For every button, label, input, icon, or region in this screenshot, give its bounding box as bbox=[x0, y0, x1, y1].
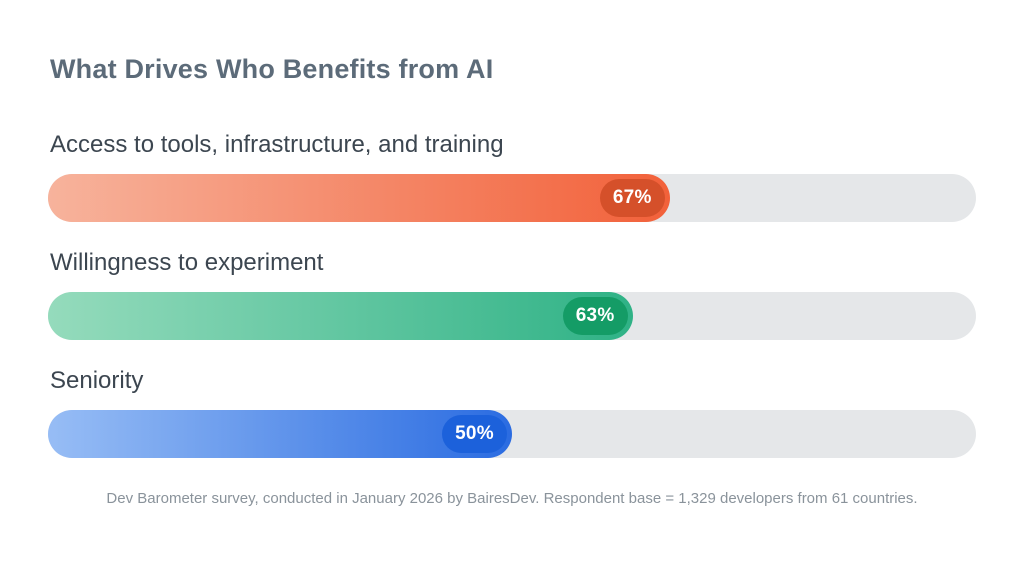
value-badge-seniority: 50% bbox=[442, 415, 507, 453]
bar-row-seniority: Seniority 50% bbox=[48, 366, 976, 458]
bar-fill-experiment: 63% bbox=[48, 292, 633, 340]
source-footnote: Dev Barometer survey, conducted in Janua… bbox=[106, 490, 918, 507]
value-badge-access: 67% bbox=[599, 179, 665, 217]
bar-track-experiment: 63% bbox=[48, 292, 976, 340]
bar-track-access: 67% bbox=[48, 174, 976, 222]
bar-fill-seniority: 50% bbox=[48, 410, 512, 458]
bar-label-access: Access to tools, infrastructure, and tra… bbox=[50, 131, 504, 158]
bar-label-experiment: Willingness to experiment bbox=[50, 249, 324, 276]
chart-title: What Drives Who Benefits from AI bbox=[50, 54, 494, 84]
bar-fill-access: 67% bbox=[48, 174, 670, 222]
bar-track-seniority: 50% bbox=[48, 410, 976, 458]
bar-row-access: Access to tools, infrastructure, and tra… bbox=[48, 130, 976, 222]
bar-row-experiment: Willingness to experiment 63% bbox=[48, 248, 976, 340]
value-badge-experiment: 63% bbox=[562, 297, 628, 335]
bar-label-seniority: Seniority bbox=[50, 367, 144, 394]
